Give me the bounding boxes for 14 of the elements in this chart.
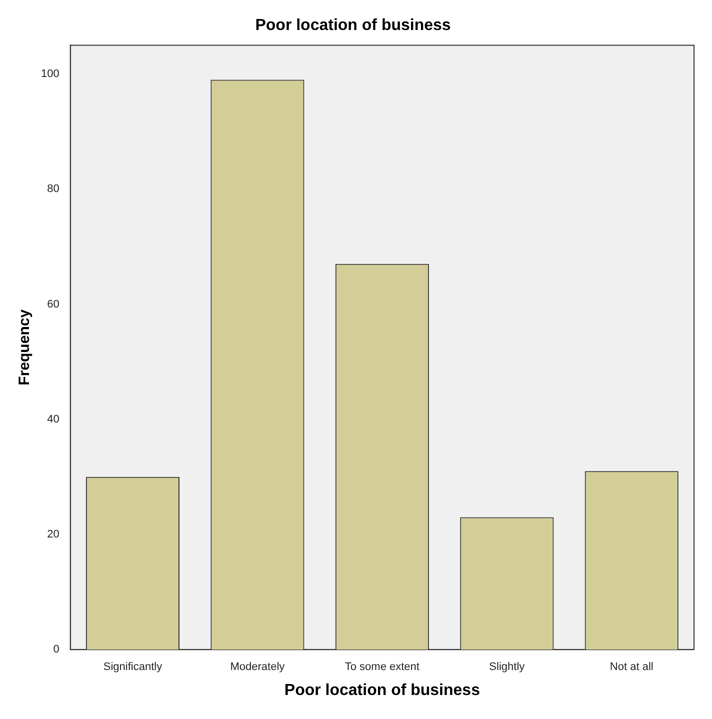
x-axis-title: Poor location of business: [284, 682, 480, 699]
y-axis-title: Frequency: [16, 308, 34, 386]
y-tick-label: 0: [53, 644, 60, 656]
y-tick-label: 80: [47, 183, 60, 196]
chart-title: Poor location of business: [255, 17, 451, 34]
x-tick-label: Moderately: [230, 661, 286, 674]
y-tick-label: 40: [47, 413, 60, 426]
x-tick-label: To some extent: [344, 661, 420, 674]
x-tick-label: Not at all: [610, 661, 654, 674]
y-tick-label: 20: [47, 528, 60, 541]
y-tick-label: 100: [40, 68, 60, 80]
x-tick-label: Slightly: [489, 661, 526, 674]
x-tick-label: Significantly: [103, 661, 163, 674]
y-tick-label: 60: [47, 298, 60, 310]
